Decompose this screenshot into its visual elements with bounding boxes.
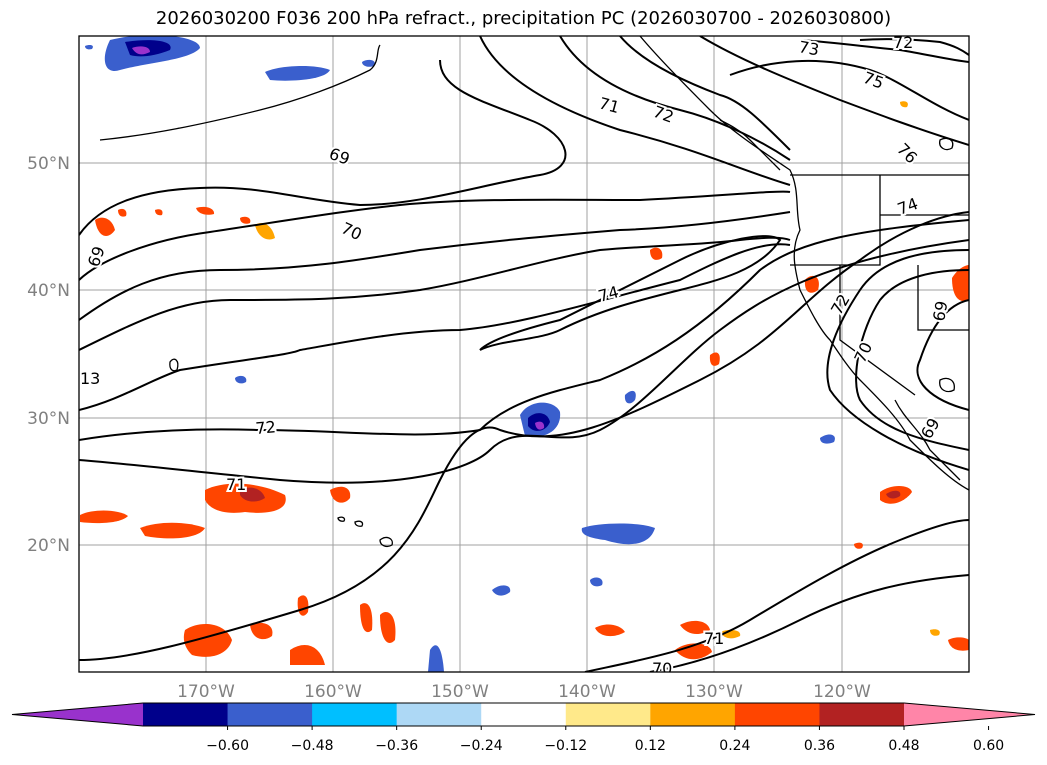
colorbar-segment bbox=[734, 703, 820, 726]
lon-label: 120°W bbox=[813, 682, 871, 702]
contour-label: 74 bbox=[596, 282, 621, 306]
colorbar-tick-label: −0.60 bbox=[206, 738, 249, 754]
contour-label: 72 bbox=[651, 102, 677, 127]
colorbar-extend-low bbox=[12, 703, 143, 726]
lon-label: 140°W bbox=[558, 682, 616, 702]
contour-label: 70 bbox=[652, 659, 672, 678]
colorbar-segment bbox=[819, 703, 905, 726]
contour-label: 69 bbox=[327, 144, 353, 169]
colorbar-segment bbox=[396, 703, 482, 726]
contour-label: 13 bbox=[80, 369, 100, 388]
colorbar-tick-label: 0.60 bbox=[973, 738, 1004, 754]
colorbar-segment bbox=[227, 703, 313, 726]
colorbar-tick-label: −0.24 bbox=[460, 738, 503, 754]
lon-label: 160°W bbox=[304, 682, 362, 702]
map-frame bbox=[78, 35, 970, 673]
negative-precip-areas bbox=[85, 36, 835, 672]
lon-label: 150°W bbox=[431, 682, 489, 702]
contour-label: 69 bbox=[929, 299, 951, 322]
lat-label: 20°N bbox=[27, 536, 70, 556]
lat-label: 40°N bbox=[27, 281, 70, 301]
contour-label: 71 bbox=[226, 475, 246, 494]
colorbar-segment bbox=[481, 703, 567, 726]
colorbar-segment bbox=[312, 703, 398, 726]
colorbar-tick-label: −0.12 bbox=[544, 738, 587, 754]
colorbar-segment bbox=[143, 703, 229, 726]
coastlines bbox=[99, 36, 969, 547]
lon-label: 170°W bbox=[177, 682, 235, 702]
map-gridlines bbox=[79, 36, 969, 672]
longitude-axis: 170°W 160°W 150°W 140°W 130°W 120°W bbox=[177, 682, 871, 702]
latitude-axis: 50°N 40°N 30°N 20°N bbox=[27, 154, 70, 556]
lon-label: 130°W bbox=[685, 682, 743, 702]
lat-label: 50°N bbox=[27, 154, 70, 174]
colorbar-outline bbox=[11, 702, 1036, 727]
map-title: 2026030200 F036 200 hPa refract., precip… bbox=[155, 8, 892, 29]
colorbar-tick-label: 0.48 bbox=[888, 738, 919, 754]
colorbar-tick-label: 0.12 bbox=[635, 738, 666, 754]
colorbar-tick-label: −0.48 bbox=[291, 738, 334, 754]
colorbar-segment bbox=[565, 703, 651, 726]
contour-label: 71 bbox=[704, 629, 724, 648]
colorbar-extend-high bbox=[904, 703, 1035, 726]
contour-labels: 73 72 75 71 72 76 69 74 70 69 74 72 69 1… bbox=[79, 33, 953, 678]
contour-label: 70 bbox=[850, 339, 876, 365]
contour-label: 69 bbox=[84, 244, 109, 270]
contour-label: 72 bbox=[893, 33, 913, 52]
colorbar-tick-label: 0.24 bbox=[719, 738, 750, 754]
contour-label: 70 bbox=[338, 218, 364, 244]
colorbar-segment bbox=[650, 703, 736, 726]
colorbar: −0.60 −0.48 −0.36 −0.24 −0.12 0.12 0.24 0.36 0.4… bbox=[11, 702, 1036, 754]
lat-label: 30°N bbox=[27, 409, 70, 429]
contour-label: 75 bbox=[861, 68, 887, 93]
refractivity-contours bbox=[79, 36, 969, 672]
contour-label: 72 bbox=[255, 417, 277, 438]
positive-precip-areas bbox=[80, 101, 969, 665]
colorbar-tick-label: −0.36 bbox=[375, 738, 418, 754]
contour-label: 72 bbox=[827, 291, 854, 318]
contour-label: 71 bbox=[597, 94, 622, 118]
colorbar-tick-label: 0.36 bbox=[804, 738, 835, 754]
contour-label: 73 bbox=[797, 37, 820, 59]
